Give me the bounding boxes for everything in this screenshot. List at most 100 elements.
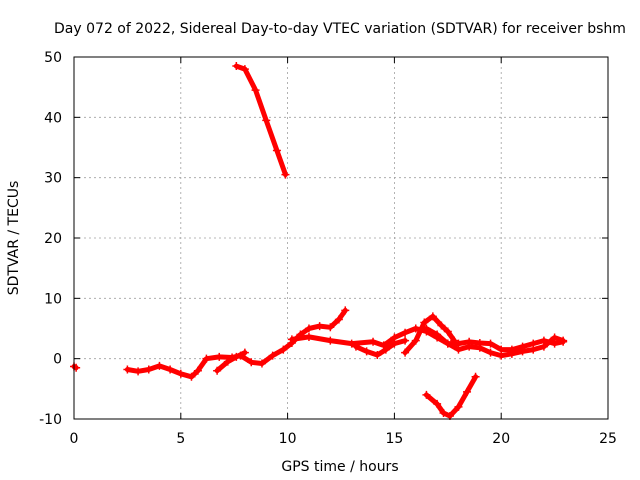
data-point bbox=[223, 357, 232, 366]
data-point bbox=[304, 332, 313, 341]
series-layer bbox=[70, 62, 568, 420]
data-point bbox=[326, 336, 335, 345]
data-point bbox=[454, 402, 463, 411]
data-point bbox=[351, 342, 360, 351]
data-point bbox=[72, 363, 81, 372]
data-point bbox=[166, 365, 175, 374]
data-point bbox=[315, 322, 324, 331]
data-point bbox=[422, 324, 431, 333]
data-point bbox=[450, 336, 459, 345]
y-tick-labels: -10 0 10 20 30 40 50 bbox=[39, 50, 62, 428]
x-axis-label: GPS time / hours bbox=[281, 459, 398, 475]
axis-ticks bbox=[73, 56, 609, 420]
data-point bbox=[362, 347, 371, 356]
data-point bbox=[334, 315, 343, 324]
data-point bbox=[268, 351, 277, 360]
series-arc-3 bbox=[232, 62, 290, 179]
data-point bbox=[123, 365, 132, 374]
series-line bbox=[214, 350, 248, 374]
data-point bbox=[341, 306, 350, 315]
y-tick-label: 50 bbox=[44, 50, 62, 66]
data-point bbox=[443, 327, 452, 336]
data-point bbox=[433, 330, 442, 339]
x-tick-labels: 0 5 10 15 20 25 bbox=[70, 431, 617, 447]
chart-title: Day 072 of 2022, Sidereal Day-to-day VTE… bbox=[54, 21, 626, 37]
data-point bbox=[215, 352, 224, 361]
data-point bbox=[134, 367, 143, 376]
data-point bbox=[486, 339, 495, 348]
series-arc-8 bbox=[422, 324, 568, 360]
data-point bbox=[240, 348, 249, 357]
data-point bbox=[439, 408, 448, 417]
data-point bbox=[251, 86, 260, 95]
data-point bbox=[401, 348, 410, 357]
y-tick-label: 0 bbox=[53, 352, 62, 368]
y-tick-label: -10 bbox=[39, 412, 62, 428]
data-point bbox=[287, 335, 296, 344]
data-point bbox=[304, 324, 313, 333]
data-point bbox=[518, 347, 527, 356]
series-arc-7 bbox=[401, 312, 459, 357]
series-arc-1 bbox=[70, 362, 81, 372]
data-point bbox=[539, 342, 548, 351]
x-tick-label: 25 bbox=[599, 431, 617, 447]
series-arc-2 bbox=[123, 306, 350, 381]
data-point bbox=[381, 345, 390, 354]
grid-lines bbox=[74, 57, 608, 419]
x-tick-label: 10 bbox=[279, 431, 297, 447]
data-point bbox=[428, 312, 437, 321]
data-point bbox=[155, 361, 164, 370]
data-point bbox=[401, 328, 410, 337]
y-tick-label: 30 bbox=[44, 171, 62, 187]
data-point bbox=[281, 170, 290, 179]
data-point bbox=[550, 333, 559, 342]
series-line bbox=[423, 374, 479, 419]
data-point bbox=[232, 352, 241, 361]
data-point bbox=[187, 372, 196, 381]
data-point bbox=[240, 65, 249, 74]
data-point bbox=[262, 116, 271, 125]
x-tick-label: 20 bbox=[492, 431, 510, 447]
data-point bbox=[247, 358, 256, 367]
data-point bbox=[529, 345, 538, 354]
data-point bbox=[257, 359, 266, 368]
data-point bbox=[326, 323, 335, 332]
data-point bbox=[497, 351, 506, 360]
series-arc-4 bbox=[213, 348, 249, 375]
data-point bbox=[486, 348, 495, 357]
series-arc-6 bbox=[351, 336, 410, 360]
data-point bbox=[437, 321, 446, 330]
data-point bbox=[465, 342, 474, 351]
data-point bbox=[411, 324, 420, 333]
data-point bbox=[144, 365, 153, 374]
data-point bbox=[471, 372, 480, 381]
data-point bbox=[272, 146, 281, 155]
data-point bbox=[373, 351, 382, 360]
data-point bbox=[213, 366, 222, 375]
data-point bbox=[443, 339, 452, 348]
x-tick-label: 15 bbox=[385, 431, 403, 447]
data-point bbox=[369, 337, 378, 346]
data-point bbox=[422, 390, 431, 399]
data-point bbox=[411, 336, 420, 345]
data-point bbox=[347, 339, 356, 348]
data-point bbox=[401, 336, 410, 345]
data-point bbox=[454, 345, 463, 354]
data-point bbox=[202, 354, 211, 363]
y-tick-label: 10 bbox=[44, 291, 62, 307]
x-tick-label: 0 bbox=[70, 431, 79, 447]
data-point bbox=[193, 366, 202, 375]
data-point bbox=[463, 387, 472, 396]
series-arc-9 bbox=[422, 372, 480, 420]
data-point bbox=[433, 399, 442, 408]
data-point bbox=[232, 62, 241, 71]
data-point bbox=[475, 343, 484, 352]
data-point bbox=[559, 336, 568, 345]
data-point bbox=[420, 318, 429, 327]
series-line bbox=[233, 63, 288, 178]
data-point bbox=[176, 369, 185, 378]
y-axis-label: SDTVAR / TECUs bbox=[6, 181, 22, 296]
y-tick-label: 20 bbox=[44, 231, 62, 247]
data-point bbox=[279, 345, 288, 354]
